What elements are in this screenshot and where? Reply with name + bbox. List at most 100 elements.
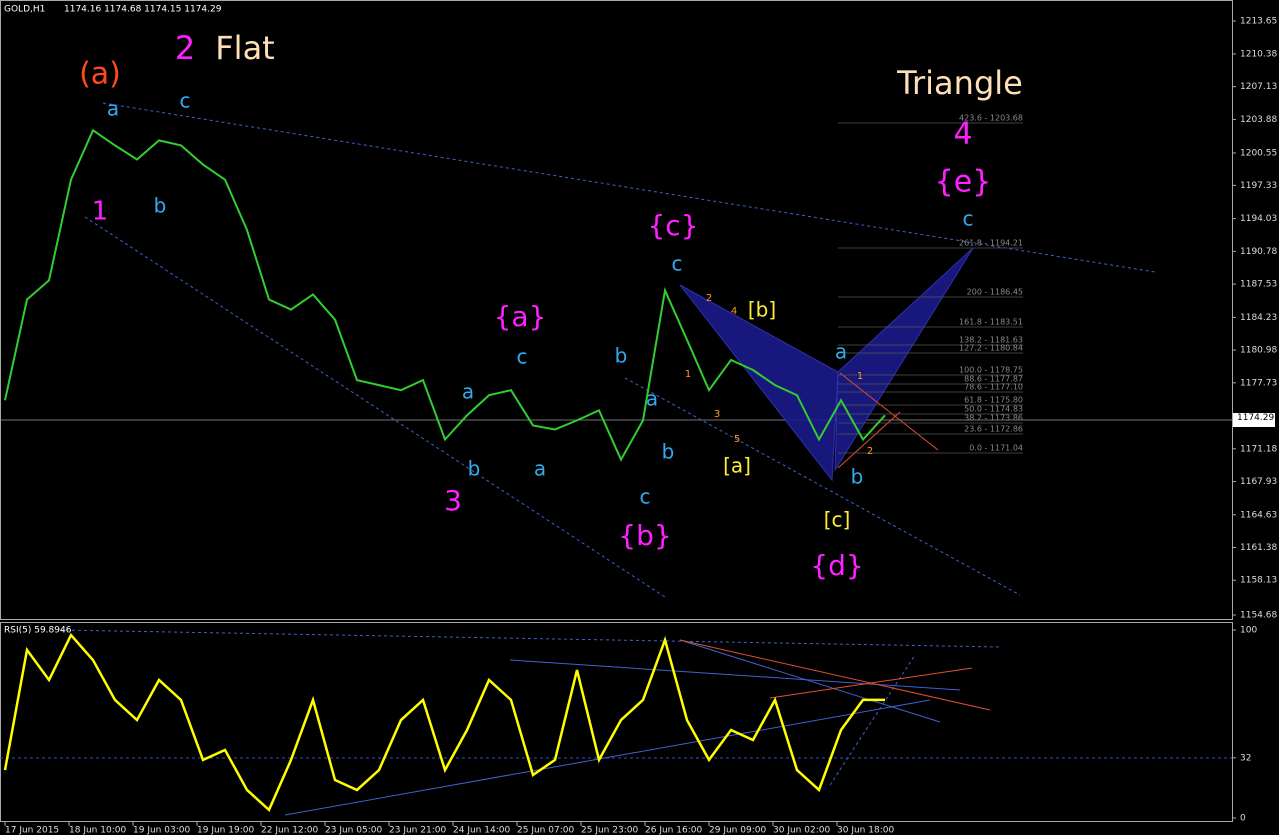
- price-tick-label: 1184.23: [1240, 313, 1277, 323]
- time-tick-label: 29 Jun 09:00: [709, 826, 766, 835]
- time-tick-label: 23 Jun 21:00: [389, 826, 446, 835]
- wave-label: 4: [731, 306, 737, 317]
- price-line: [4, 128, 886, 462]
- ohlc: 1174.16 1174.68 1174.15 1174.29: [64, 5, 222, 15]
- price-tick-label: 1194.03: [1240, 214, 1277, 224]
- fib-label: 38.2 - 1173.86: [964, 414, 1023, 423]
- fib-label: 23.6 - 1172.86: [964, 425, 1023, 434]
- price-tick-label: 1200.55: [1240, 148, 1277, 158]
- wave-label: b: [154, 194, 167, 218]
- fib-label: 50.0 - 1174.83: [964, 405, 1023, 414]
- rsi-trend-lines: [284, 639, 961, 816]
- wave-label: 3: [714, 409, 720, 420]
- wave-label: c: [640, 485, 651, 509]
- current-price-label: 1174.29: [1237, 413, 1274, 423]
- wave-label: 2: [706, 293, 712, 304]
- rsi-red-lines: [679, 639, 991, 711]
- wave-label: b: [662, 440, 675, 464]
- price-tick-label: 1154.68: [1240, 611, 1277, 621]
- wave-label: {e}: [935, 165, 992, 200]
- symbol: GOLD,H1: [4, 5, 45, 15]
- fib-label: 200 - 1186.45: [967, 288, 1023, 297]
- price-tick-label: 1164.63: [1240, 510, 1277, 520]
- wave-label: [b]: [748, 298, 776, 322]
- time-tick-label: 26 Jun 16:00: [645, 826, 702, 835]
- wave-label: 1: [685, 369, 691, 380]
- wave-label: [a]: [723, 454, 751, 478]
- time-tick-label: 18 Jun 10:00: [69, 826, 126, 835]
- wave-label: a: [462, 380, 474, 404]
- wave-label: a: [534, 457, 546, 481]
- price-tick-label: 1190.78: [1240, 247, 1277, 257]
- rsi-tick-label: 0: [1240, 814, 1246, 824]
- fib-label: 261.8 - 1194.21: [959, 239, 1023, 248]
- price-tick-label: 1210.38: [1240, 49, 1277, 59]
- wave-label: [c]: [824, 508, 851, 532]
- price-tick-label: 1187.53: [1240, 280, 1277, 290]
- wave-label: c: [180, 89, 191, 113]
- wave-label: {c}: [647, 209, 698, 242]
- wave-label: 1: [92, 197, 109, 227]
- price-tick-label: 1207.13: [1240, 82, 1277, 92]
- wave-label: {a}: [494, 300, 547, 333]
- wave-label: a: [646, 387, 658, 411]
- rsi-tick-label: 32: [1240, 753, 1251, 763]
- wave-label: {d}: [810, 549, 863, 582]
- time-tick-label: 24 Jun 14:00: [453, 826, 510, 835]
- rsi-panel: [0, 622, 1233, 822]
- wave-label: c: [517, 345, 528, 369]
- wave-label: {b}: [618, 519, 671, 552]
- price-tick-label: 1158.13: [1240, 576, 1277, 586]
- fib-label: 61.8 - 1175.80: [964, 396, 1023, 405]
- harmonic-pattern: [679, 247, 974, 482]
- wave-label: a: [107, 97, 119, 121]
- wave-label: Triangle: [896, 64, 1023, 102]
- wave-label: 2: [175, 29, 195, 67]
- rsi-tick-label: 100: [1240, 626, 1257, 636]
- price-tick-label: 1203.88: [1240, 115, 1277, 125]
- wave-label: (a): [79, 57, 121, 92]
- price-tick-label: 1161.38: [1240, 543, 1277, 553]
- fib-label: 161.8 - 1183.51: [959, 318, 1023, 327]
- time-tick-label: 22 Jun 12:00: [261, 826, 318, 835]
- wave-label: c: [672, 252, 683, 276]
- fib-label: 88.6 - 1177.87: [964, 375, 1023, 384]
- main-panel: [0, 0, 1233, 620]
- fib-lines: [838, 122, 1023, 454]
- time-tick-label: 30 Jun 18:00: [837, 826, 894, 835]
- price-tick-label: 1213.65: [1240, 17, 1277, 27]
- wave-label: 4: [953, 117, 972, 152]
- price-tick-label: 1167.93: [1240, 477, 1277, 487]
- wave-label: 2: [867, 446, 873, 457]
- fib-label: 78.6 - 1177.10: [964, 383, 1023, 392]
- wave-label: 5: [734, 434, 740, 445]
- fib-label: 0.0 - 1171.04: [969, 444, 1023, 453]
- wave-label: a: [835, 340, 847, 364]
- time-tick-label: 23 Jun 05:00: [325, 826, 382, 835]
- time-tick-label: 25 Jun 07:00: [517, 826, 574, 835]
- fib-label: 127.2 - 1180.84: [959, 344, 1023, 353]
- wave-label: b: [468, 457, 481, 481]
- trend-lines: [59, 102, 1156, 786]
- current-price-box: [1233, 413, 1275, 427]
- wave-label: 1: [857, 371, 863, 382]
- rsi-line: [3, 632, 885, 813]
- time-tick-label: 30 Jun 02:00: [773, 826, 830, 835]
- price-tick-label: 1177.73: [1240, 378, 1277, 388]
- fib-label: 138.2 - 1181.63: [959, 336, 1023, 345]
- wave-label: 3: [444, 484, 462, 517]
- time-tick-label: 17 Jun 2015: [5, 826, 59, 835]
- price-tick-label: 1180.98: [1240, 346, 1277, 356]
- wave-label: Flat: [215, 29, 274, 67]
- price-tick-label: 1197.33: [1240, 181, 1277, 191]
- price-tick-label: 1171.18: [1240, 444, 1277, 454]
- wave-label: b: [615, 344, 628, 368]
- time-tick-label: 19 Jun 03:00: [133, 826, 190, 835]
- fib-label: 423.6 - 1203.68: [959, 114, 1023, 123]
- wave-label: c: [963, 207, 974, 231]
- fib-label: 100.0 - 1178.75: [959, 366, 1023, 375]
- time-tick-label: 25 Jun 23:00: [581, 826, 638, 835]
- rsi-label: RSI(5) 59.8946: [4, 626, 72, 636]
